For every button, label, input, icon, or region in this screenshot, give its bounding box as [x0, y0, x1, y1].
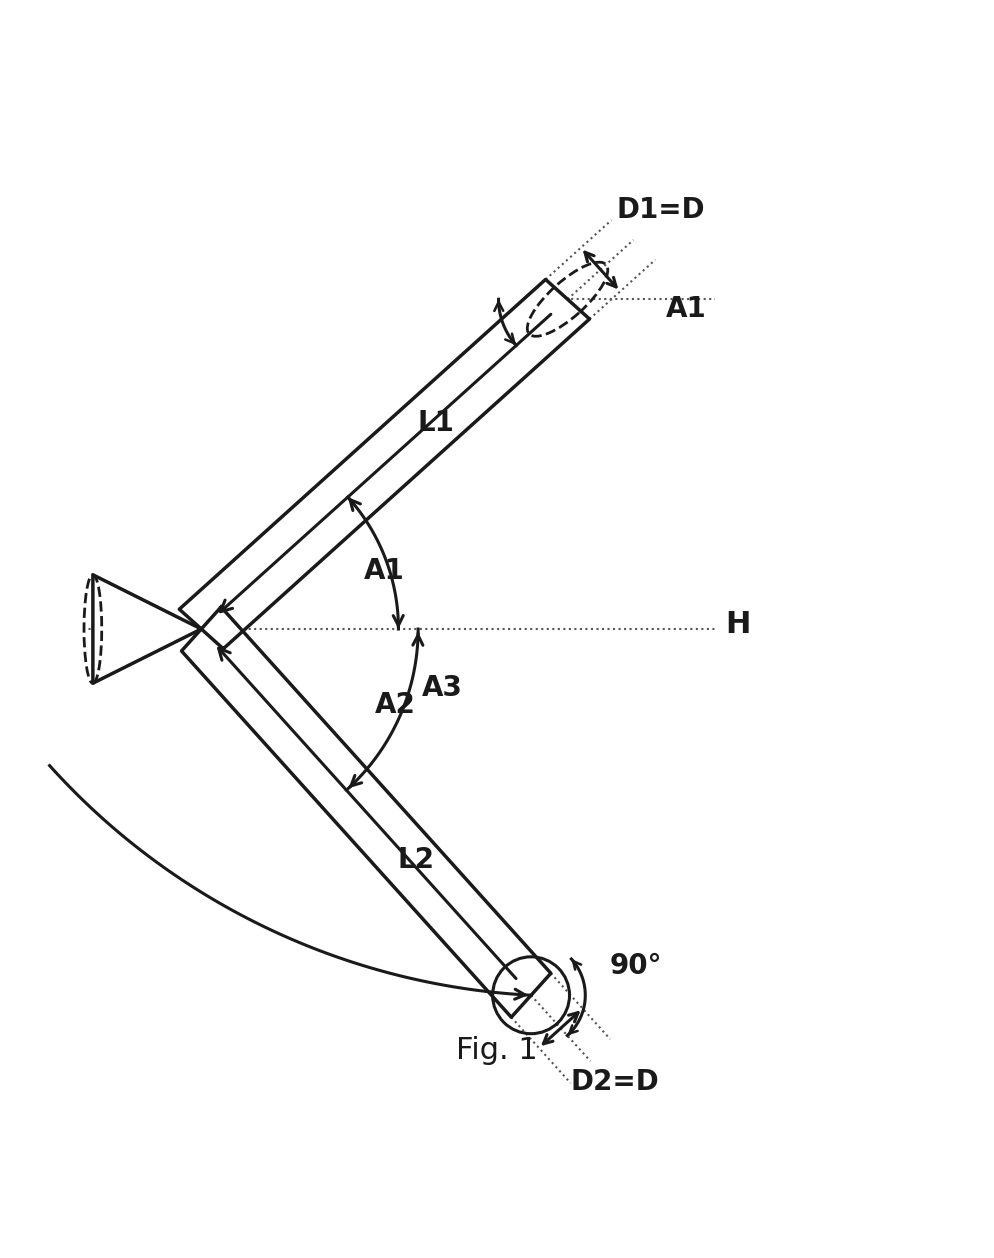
- Text: L1: L1: [417, 409, 454, 437]
- Text: A2: A2: [375, 691, 415, 720]
- Text: A1: A1: [666, 296, 707, 323]
- Text: D2=D: D2=D: [571, 1068, 659, 1096]
- Text: D1=D: D1=D: [617, 196, 706, 224]
- Text: Fig. 1: Fig. 1: [456, 1037, 538, 1066]
- Polygon shape: [92, 575, 202, 683]
- Polygon shape: [182, 608, 551, 1018]
- Text: 90°: 90°: [610, 951, 662, 980]
- Polygon shape: [179, 279, 589, 649]
- Text: H: H: [726, 610, 750, 639]
- Text: A1: A1: [364, 557, 405, 585]
- Text: L2: L2: [398, 847, 434, 874]
- Text: A3: A3: [421, 674, 462, 702]
